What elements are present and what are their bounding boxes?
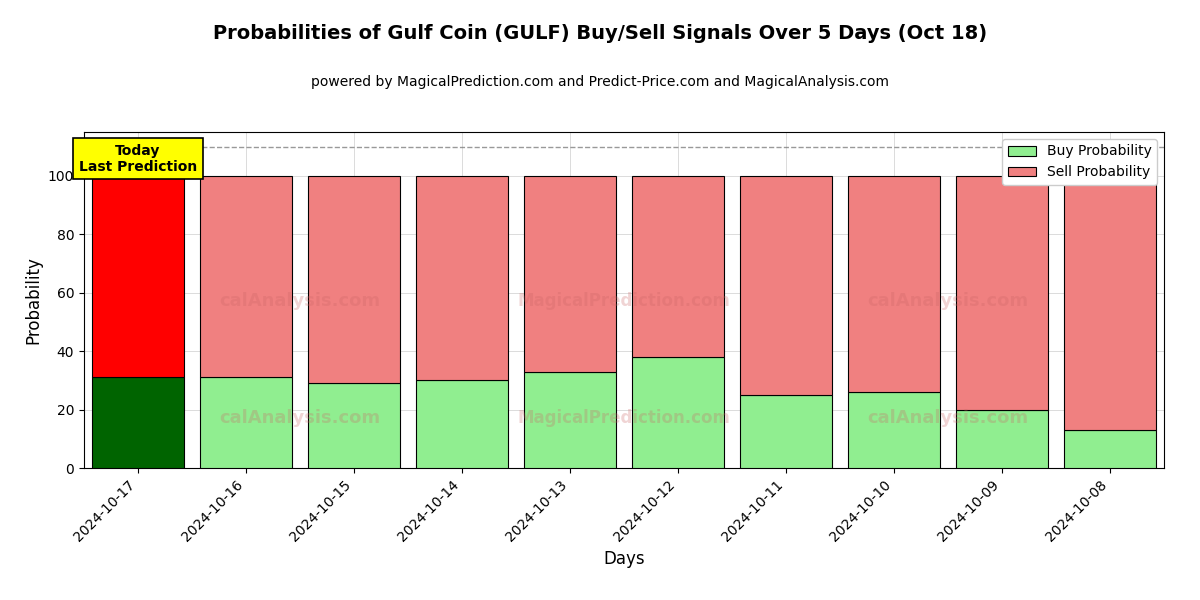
Bar bbox=[848, 176, 940, 392]
Text: Probabilities of Gulf Coin (GULF) Buy/Sell Signals Over 5 Days (Oct 18): Probabilities of Gulf Coin (GULF) Buy/Se… bbox=[212, 24, 988, 43]
Bar bbox=[200, 377, 292, 468]
Bar bbox=[92, 377, 184, 468]
Bar bbox=[308, 176, 400, 383]
Bar bbox=[1064, 430, 1156, 468]
Bar bbox=[848, 392, 940, 468]
Bar bbox=[200, 176, 292, 377]
Y-axis label: Probability: Probability bbox=[24, 256, 42, 344]
X-axis label: Days: Days bbox=[604, 550, 644, 568]
Bar bbox=[1064, 176, 1156, 430]
Text: powered by MagicalPrediction.com and Predict-Price.com and MagicalAnalysis.com: powered by MagicalPrediction.com and Pre… bbox=[311, 75, 889, 89]
Bar bbox=[416, 176, 508, 380]
Bar bbox=[956, 176, 1048, 410]
Text: calAnalysis.com: calAnalysis.com bbox=[868, 409, 1028, 427]
Text: MagicalPrediction.com: MagicalPrediction.com bbox=[517, 292, 731, 310]
Bar bbox=[632, 176, 724, 357]
Bar bbox=[632, 357, 724, 468]
Text: calAnalysis.com: calAnalysis.com bbox=[868, 292, 1028, 310]
Bar bbox=[524, 176, 616, 371]
Text: MagicalPrediction.com: MagicalPrediction.com bbox=[517, 409, 731, 427]
Legend: Buy Probability, Sell Probability: Buy Probability, Sell Probability bbox=[1002, 139, 1157, 185]
Text: calAnalysis.com: calAnalysis.com bbox=[220, 409, 380, 427]
Text: calAnalysis.com: calAnalysis.com bbox=[220, 292, 380, 310]
Text: Today
Last Prediction: Today Last Prediction bbox=[79, 143, 197, 174]
Bar bbox=[308, 383, 400, 468]
Bar bbox=[740, 176, 832, 395]
Bar bbox=[416, 380, 508, 468]
Bar bbox=[524, 371, 616, 468]
Bar bbox=[740, 395, 832, 468]
Bar bbox=[92, 176, 184, 377]
Bar bbox=[956, 410, 1048, 468]
